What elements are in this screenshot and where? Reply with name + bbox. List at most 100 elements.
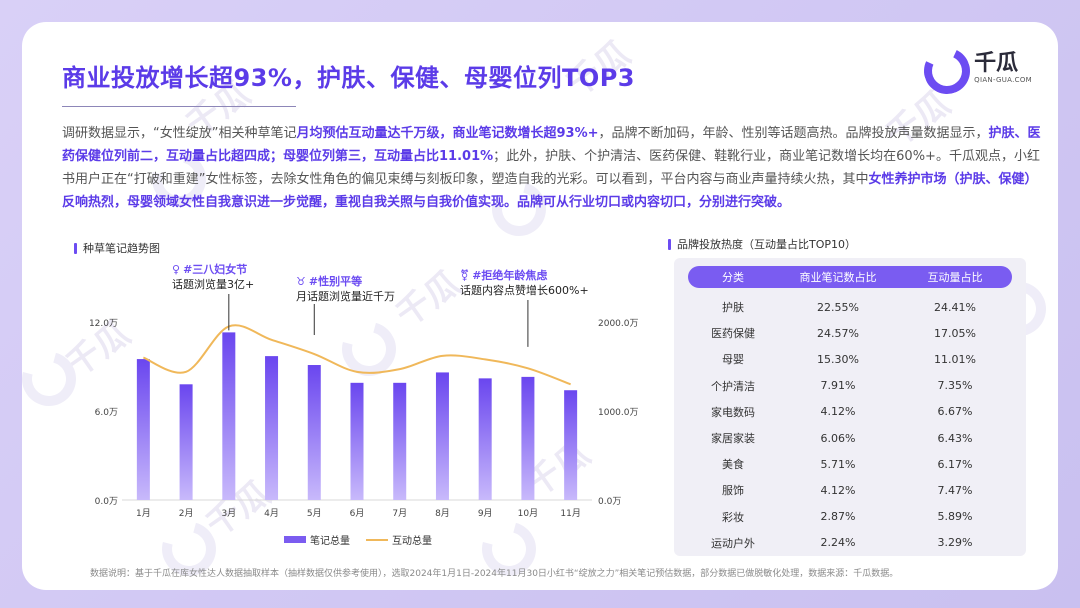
cell-category: 医药保健 (711, 327, 755, 341)
chart-section-label: 种草笔记趋势图 (74, 240, 160, 256)
cell-note-share: 4.12% (820, 483, 856, 497)
annotation-text: 话题内容点赞增长600%+ (460, 284, 589, 297)
chart-bar (136, 359, 150, 500)
cell-note-share: 24.57% (817, 326, 859, 340)
description-highlight: 女性养护市场（护肤、保健）反响热烈，母婴领域女性自我意识进一步觉醒，重视自我关照… (62, 172, 1038, 210)
cell-category: 家电数码 (711, 405, 755, 419)
brand-heat-table: 分类 商业笔记数占比 互动量占比 护肤 22.55% 24.41% 医药保健 24.57… (674, 258, 1026, 556)
x-tick-label: 1月 (136, 508, 151, 519)
chart-legend: 笔记总量 互动总量 (284, 532, 432, 547)
annotation-gender-equality: ♉ #性别平等 月话题浏览量近千万 (296, 274, 395, 304)
chart-section-label-text: 种草笔记趋势图 (83, 242, 160, 255)
table-row: 母婴 15.30% 11.01% (688, 346, 1012, 372)
table-row: 彩妆 2.87% 5.89% (688, 504, 1012, 530)
cell-interaction-share: 6.17% (937, 457, 973, 471)
data-footnote: 数据说明：基于千瓜在库女性达人数据抽取样本（抽样数据仅供参考使用），选取2024… (90, 569, 899, 579)
annotation-title: #性别平等 (308, 275, 363, 288)
chart-bar (564, 390, 578, 500)
annotation-text: 月话题浏览量近千万 (296, 290, 395, 303)
cell-interaction-share: 7.47% (937, 483, 973, 497)
cell-note-share: 2.87% (820, 510, 856, 524)
trend-chart: 0.0万 6.0万 12.0万 0.0万 1000.0万 2000.0万 1月 2月 3月 4月 5… (89, 294, 639, 519)
y-right-tick-label: 0.0万 (598, 497, 621, 507)
y-left-tick-label: 0.0万 (95, 497, 118, 507)
x-tick-label: 3月 (221, 508, 236, 519)
table-row: 护肤 22.55% 24.41% (688, 294, 1012, 320)
x-tick-label: 6月 (350, 508, 365, 519)
x-tick-label: 4月 (264, 508, 279, 519)
cell-interaction-share: 11.01% (934, 352, 976, 366)
chart-bar (393, 382, 407, 500)
chart-bar (179, 384, 193, 500)
table-section-label: 品牌投放热度（互动量占比TOP10） (668, 236, 856, 252)
cell-note-share: 4.12% (820, 405, 856, 419)
chart-bar (478, 378, 492, 500)
y-right-tick-label: 2000.0万 (598, 319, 639, 329)
chart-bar (222, 332, 236, 500)
table-row: 美食 5.71% 6.17% (688, 451, 1012, 477)
cell-interaction-share: 17.05% (934, 326, 976, 340)
description-text: ；此外，护肤、个护清洁、医药保健、鞋靴行业，商业笔记数增长均在60%+。千瓜观点… (62, 149, 1040, 187)
y-left-tick-label: 6.0万 (95, 408, 118, 418)
annotation-age-anxiety: ⚧ #拒绝年龄焦虑 话题内容点赞增长600%+ (460, 268, 589, 298)
annotation-title: #拒绝年龄焦虑 (472, 269, 548, 282)
table-row: 个护清洁 7.91% 7.35% (688, 373, 1012, 399)
cell-interaction-share: 6.43% (937, 431, 973, 445)
cell-note-share: 5.71% (820, 457, 856, 471)
equality-icon: ♉ (296, 275, 306, 288)
description-text: 调研数据显示，“女性绽放”相关种草笔记 (62, 126, 297, 141)
title-underline (62, 106, 296, 107)
cell-interaction-share: 24.41% (934, 300, 976, 314)
legend-line-swatch (366, 538, 388, 541)
cell-category: 母婴 (722, 353, 744, 367)
x-tick-label: 8月 (435, 508, 450, 519)
table-row: 服饰 4.12% 7.47% (688, 477, 1012, 503)
legend-line-label: 互动总量 (392, 536, 432, 547)
logo-name: 千瓜 (974, 51, 1019, 76)
page-title: 商业投放增长超93%，护肤、保健、母婴位列TOP3 (62, 64, 636, 92)
chart-bar (307, 365, 321, 500)
annotation-womens-day: ♀ #三八妇女节 话题浏览量3亿+ (172, 262, 254, 292)
x-tick-label: 9月 (478, 508, 493, 519)
chart-bar (265, 356, 279, 500)
legend-bar-label: 笔记总量 (310, 536, 350, 547)
cell-interaction-share: 6.67% (937, 405, 973, 419)
header-category: 分类 (722, 271, 744, 284)
description-paragraph: 调研数据显示，“女性绽放”相关种草笔记月均预估互动量达千万级，商业笔记数增长超9… (62, 122, 1042, 214)
cell-category: 个护清洁 (711, 379, 755, 393)
table-row: 家居家装 6.06% 6.43% (688, 425, 1012, 451)
cell-category: 护肤 (722, 301, 744, 314)
cell-category: 彩妆 (722, 510, 744, 524)
cell-note-share: 6.06% (820, 431, 856, 445)
label-bar-icon (74, 242, 77, 254)
logo-url: QIAN-GUA.COM (974, 76, 1032, 84)
brand-logo: 千瓜 QIAN-GUA.COM (917, 41, 1032, 101)
logo-mark-icon (917, 41, 977, 101)
annotation-text: 话题浏览量3亿+ (172, 278, 255, 291)
table-header: 分类 商业笔记数占比 互动量占比 (688, 266, 1012, 288)
x-tick-label: 2月 (179, 508, 194, 519)
table-row: 医药保健 24.57% 17.05% (688, 320, 1012, 346)
cell-interaction-share: 5.89% (937, 510, 973, 524)
cell-category: 美食 (722, 458, 744, 472)
cell-note-share: 2.24% (820, 536, 856, 550)
cell-category: 服饰 (722, 484, 744, 498)
table-section-label-text: 品牌投放热度（互动量占比TOP10） (677, 238, 857, 251)
table-row: 运动户外 2.24% 3.29% (688, 530, 1012, 556)
x-tick-label: 5月 (307, 508, 322, 519)
cell-interaction-share: 3.29% (937, 536, 973, 550)
header-interaction-share: 互动量占比 (927, 271, 983, 284)
cell-note-share: 22.55% (817, 300, 859, 314)
chart-bar (350, 382, 364, 500)
signpost-icon: ⚧ (460, 269, 470, 282)
cell-category: 家居家装 (711, 432, 755, 445)
female-icon: ♀ (172, 263, 181, 276)
cell-category: 运动户外 (711, 536, 755, 550)
x-tick-label: 10月 (518, 508, 538, 519)
header-note-share: 商业笔记数占比 (799, 271, 877, 284)
description-highlight: 月均预估互动量达千万级，商业笔记数增长超93%+ (296, 126, 599, 141)
chart-bar (521, 376, 535, 500)
table-row: 家电数码 4.12% 6.67% (688, 399, 1012, 425)
cell-note-share: 15.30% (817, 352, 859, 366)
